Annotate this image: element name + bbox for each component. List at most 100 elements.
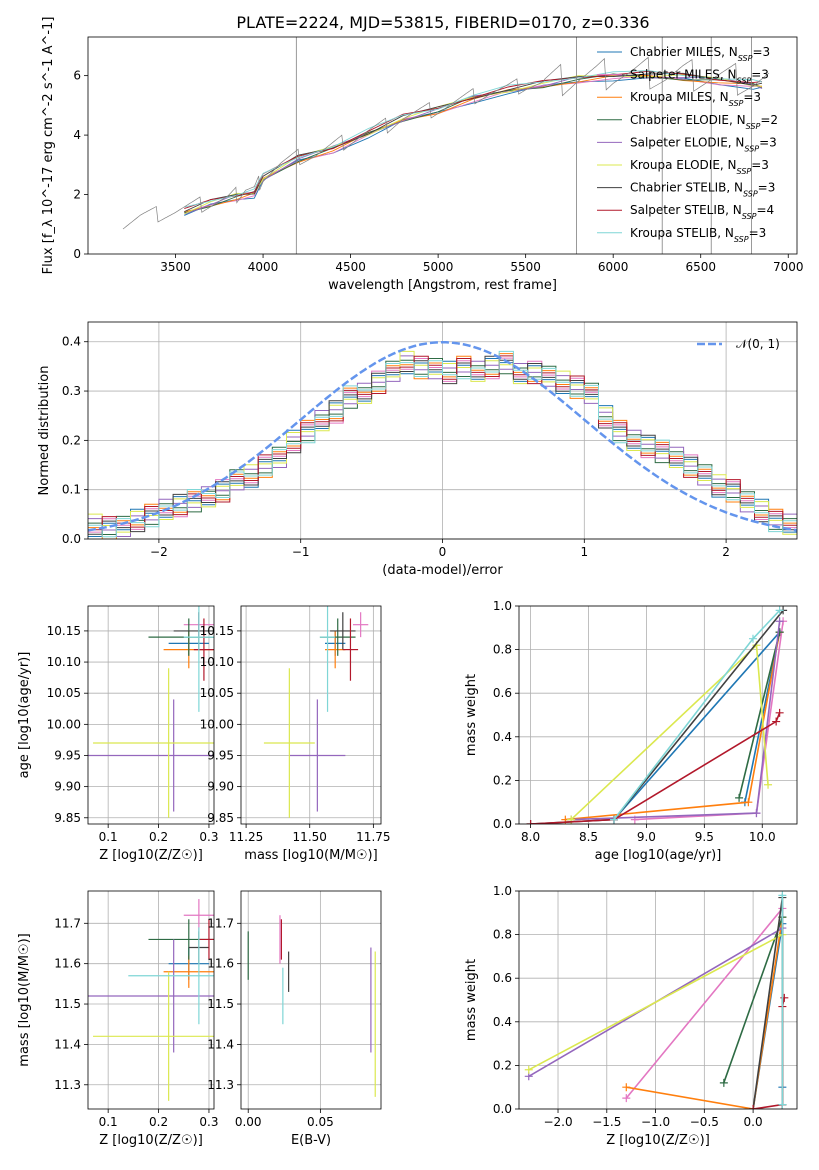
- legend-label: Kroupa MILES, NSSP=3: [630, 90, 761, 108]
- tick-label-y: 1.0: [493, 599, 512, 613]
- massweight-line: [530, 609, 784, 824]
- tick-label-x: 11.25: [229, 830, 263, 844]
- axes-frame: [518, 890, 798, 1110]
- model-spectrum-line: [184, 75, 763, 214]
- massweight-marker: [775, 606, 784, 615]
- tick-label-y: 11.5: [54, 997, 81, 1011]
- observed-spectrum-line: [122, 56, 770, 230]
- tick-label-x: 3500: [160, 260, 191, 274]
- tick-label-y: 11.5: [207, 997, 234, 1011]
- tick-label-y: 0.4: [493, 730, 512, 744]
- tick-label-y: 0.6: [493, 971, 512, 985]
- tick-label-y: 10.00: [47, 717, 81, 731]
- tick-label-y: 9.95: [207, 748, 234, 762]
- tick-label-x: 8.5: [579, 830, 598, 844]
- mass-vs-metallicity-panel: 0.1 0.2 0.3 11.3 11.4 11.5 11.6 11.7 Z [log10(Z/…: [17, 890, 219, 1148]
- tick-label-x: 9.5: [695, 830, 714, 844]
- x-axis-label: Z [log10(Z/Z☉)]: [99, 848, 203, 863]
- tick-label-x: 2: [722, 545, 730, 559]
- tick-label-y: 0.8: [493, 643, 512, 657]
- legend-value: =3: [759, 135, 777, 149]
- legend-label: Chabrier ELODIE, NSSP=2: [630, 113, 778, 131]
- tick-label-x: 0.2: [149, 830, 168, 844]
- axes-frame: [240, 605, 382, 825]
- tick-label-x: 6500: [685, 260, 716, 274]
- massweight-marker: [775, 617, 784, 626]
- tick-label-y: 11.4: [207, 1037, 234, 1051]
- tick-label-y: 0.3: [62, 384, 81, 398]
- massweight-vs-metallicity-panel: −2.0 −1.5 −1.0 −0.5 0.0 0.0 0.2 0.4 0.6 0.8 1.0 Z […: [464, 884, 798, 1148]
- tick-label-x: 0.2: [149, 1115, 168, 1129]
- legend-subscript: SSP: [734, 234, 749, 243]
- legend-subscript: SSP: [737, 76, 752, 85]
- tick-label-x: −1: [292, 545, 310, 559]
- tick-label-y: 4: [73, 128, 81, 142]
- errorbar-points: [247, 915, 376, 1097]
- chart-title: PLATE=2224, MJD=53815, FIBERID=0170, z=0…: [236, 13, 649, 32]
- y-axis-label: Normed distribution: [37, 366, 52, 496]
- tick-label-y: 6: [73, 69, 81, 83]
- legend-label: Kroupa STELIB, NSSP=3: [630, 226, 766, 244]
- histogram-steps: [88, 340, 797, 539]
- model-spectrum-line: [184, 70, 763, 208]
- y-axis-label: Flux [f_λ 10^-17 erg cm^-2 s^-1 A^-1]: [41, 17, 56, 275]
- massweight-marker: [622, 1094, 631, 1103]
- tick-label-y: 11.6: [54, 957, 81, 971]
- tick-label-y: 0.4: [493, 1015, 512, 1029]
- tick-label-y: 0.0: [493, 817, 512, 831]
- errorbar-points: [263, 606, 369, 818]
- tick-label-y: 9.85: [207, 811, 234, 825]
- x-axis-label: Z [log10(Z/Z☉)]: [606, 1133, 710, 1148]
- tick-label-y: 10.10: [200, 655, 234, 669]
- axes-frame: [87, 890, 215, 1110]
- tick-label-y: 11.3: [207, 1078, 234, 1092]
- x-axis-label: E(B-V): [291, 1133, 331, 1148]
- tick-label-x: 6000: [598, 260, 629, 274]
- tick-label-x: −2: [150, 545, 168, 559]
- tick-label-x: 5000: [423, 260, 454, 274]
- y-axis-label: age [log10(age/yr)]: [17, 652, 32, 779]
- tick-label-x: −2.0: [543, 1115, 572, 1129]
- tick-label-x: 4500: [335, 260, 366, 274]
- tick-label-x: 4000: [248, 260, 279, 274]
- legend-value: =3: [743, 90, 761, 104]
- tick-label-x: 7000: [773, 260, 804, 274]
- massweight-marker: [735, 793, 744, 802]
- tick-label-x: −0.5: [690, 1115, 719, 1129]
- tick-label-y: 0.1: [62, 483, 81, 497]
- massweight-marker: [622, 1083, 631, 1092]
- massweight-line: [626, 917, 784, 1109]
- tick-label-y: 9.90: [207, 780, 234, 794]
- legend-value: =3: [758, 181, 776, 195]
- tick-label-x: 0.3: [199, 1115, 218, 1129]
- massweight-line: [530, 712, 781, 824]
- tick-label-y: 9.90: [54, 780, 81, 794]
- legend-subscript: SSP: [729, 99, 744, 108]
- tick-label-x: 11.50: [293, 830, 327, 844]
- gaussian-reference-curve: [88, 340, 797, 532]
- legend-label: Chabrier MILES, NSSP=3: [630, 45, 770, 63]
- tick-label-y: 11.7: [54, 916, 81, 930]
- tick-label-x: 0.3: [199, 830, 218, 844]
- massweight-lines: [524, 891, 789, 1109]
- axes-frame: [240, 890, 382, 1110]
- legend-value: =3: [749, 226, 767, 240]
- model-spectrum-line: [184, 70, 763, 210]
- tick-label-x: 1: [580, 545, 588, 559]
- tick-label-y: 11.4: [54, 1037, 81, 1051]
- tick-label-y: 10.15: [47, 624, 81, 638]
- massweight-vs-age-panel: 8.0 8.5 9.0 9.5 10.0 0.0 0.2 0.4 0.6 0.8 1.0 age [l…: [464, 599, 798, 863]
- errorbar-points: [88, 606, 214, 818]
- massweight-lines: [526, 606, 788, 824]
- tick-label-x: 8.0: [521, 830, 540, 844]
- y-axis-label: mass [log10(M/M☉)]: [17, 933, 32, 1066]
- residual-histogram-panel: −2 −1 0 1 2 0.0 0.1 0.2 0.3 0.4 (data-model)/error…: [37, 321, 798, 578]
- x-axis-label: wavelength [Angstrom, rest frame]: [328, 278, 557, 293]
- tick-label-y: 0.2: [493, 1058, 512, 1072]
- tick-label-x: −1.5: [592, 1115, 621, 1129]
- tick-label-y: 2: [73, 188, 81, 202]
- massweight-marker: [744, 798, 753, 807]
- legend-label: Salpeter MILES, NSSP=3: [630, 68, 769, 86]
- tick-label-x: 0.05: [307, 1115, 334, 1129]
- axes-frame: [87, 36, 798, 255]
